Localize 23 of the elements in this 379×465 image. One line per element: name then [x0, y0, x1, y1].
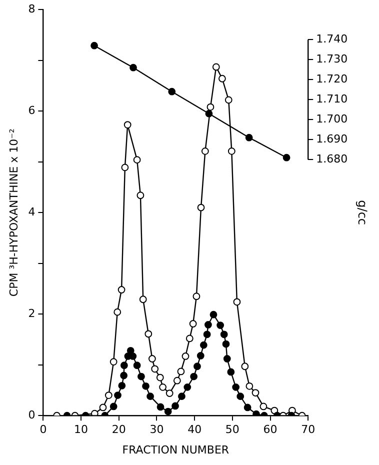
x-tick-label: 60	[263, 423, 278, 436]
x-tick-label: 70	[301, 423, 316, 436]
y2-tick-label: 1.710	[316, 92, 348, 106]
y-tick-label: 4	[28, 205, 36, 218]
y-tick-label: 0	[28, 408, 36, 422]
x-tick-label: 10	[74, 423, 88, 436]
x-tick-label: 40	[188, 423, 202, 436]
y2-tick-label: 1.700	[316, 112, 348, 126]
x-tick-label: 50	[225, 423, 240, 436]
y2-tick-label: 1.680	[316, 152, 348, 166]
y-axis-title: CPM ³H-HYPOXANTHINE x 10⁻²	[7, 128, 20, 297]
x-tick-label: 30	[150, 423, 164, 436]
x-tick-label: 20	[112, 423, 126, 436]
y-tick-label: 6	[28, 104, 36, 117]
y2-tick-label: 1.730	[316, 52, 348, 66]
y2-tick-label: 1.690	[316, 132, 348, 146]
y-tick-label: 8	[28, 2, 36, 16]
y2-tick-label: 1.720	[316, 72, 348, 86]
x-axis-title: FRACTION NUMBER	[122, 443, 230, 456]
y-tick-label: 2	[28, 306, 36, 320]
x-tick-label: 0	[40, 423, 47, 436]
y2-axis-title: g/cc	[356, 200, 370, 226]
y2-tick-label: 1.740	[316, 32, 348, 46]
